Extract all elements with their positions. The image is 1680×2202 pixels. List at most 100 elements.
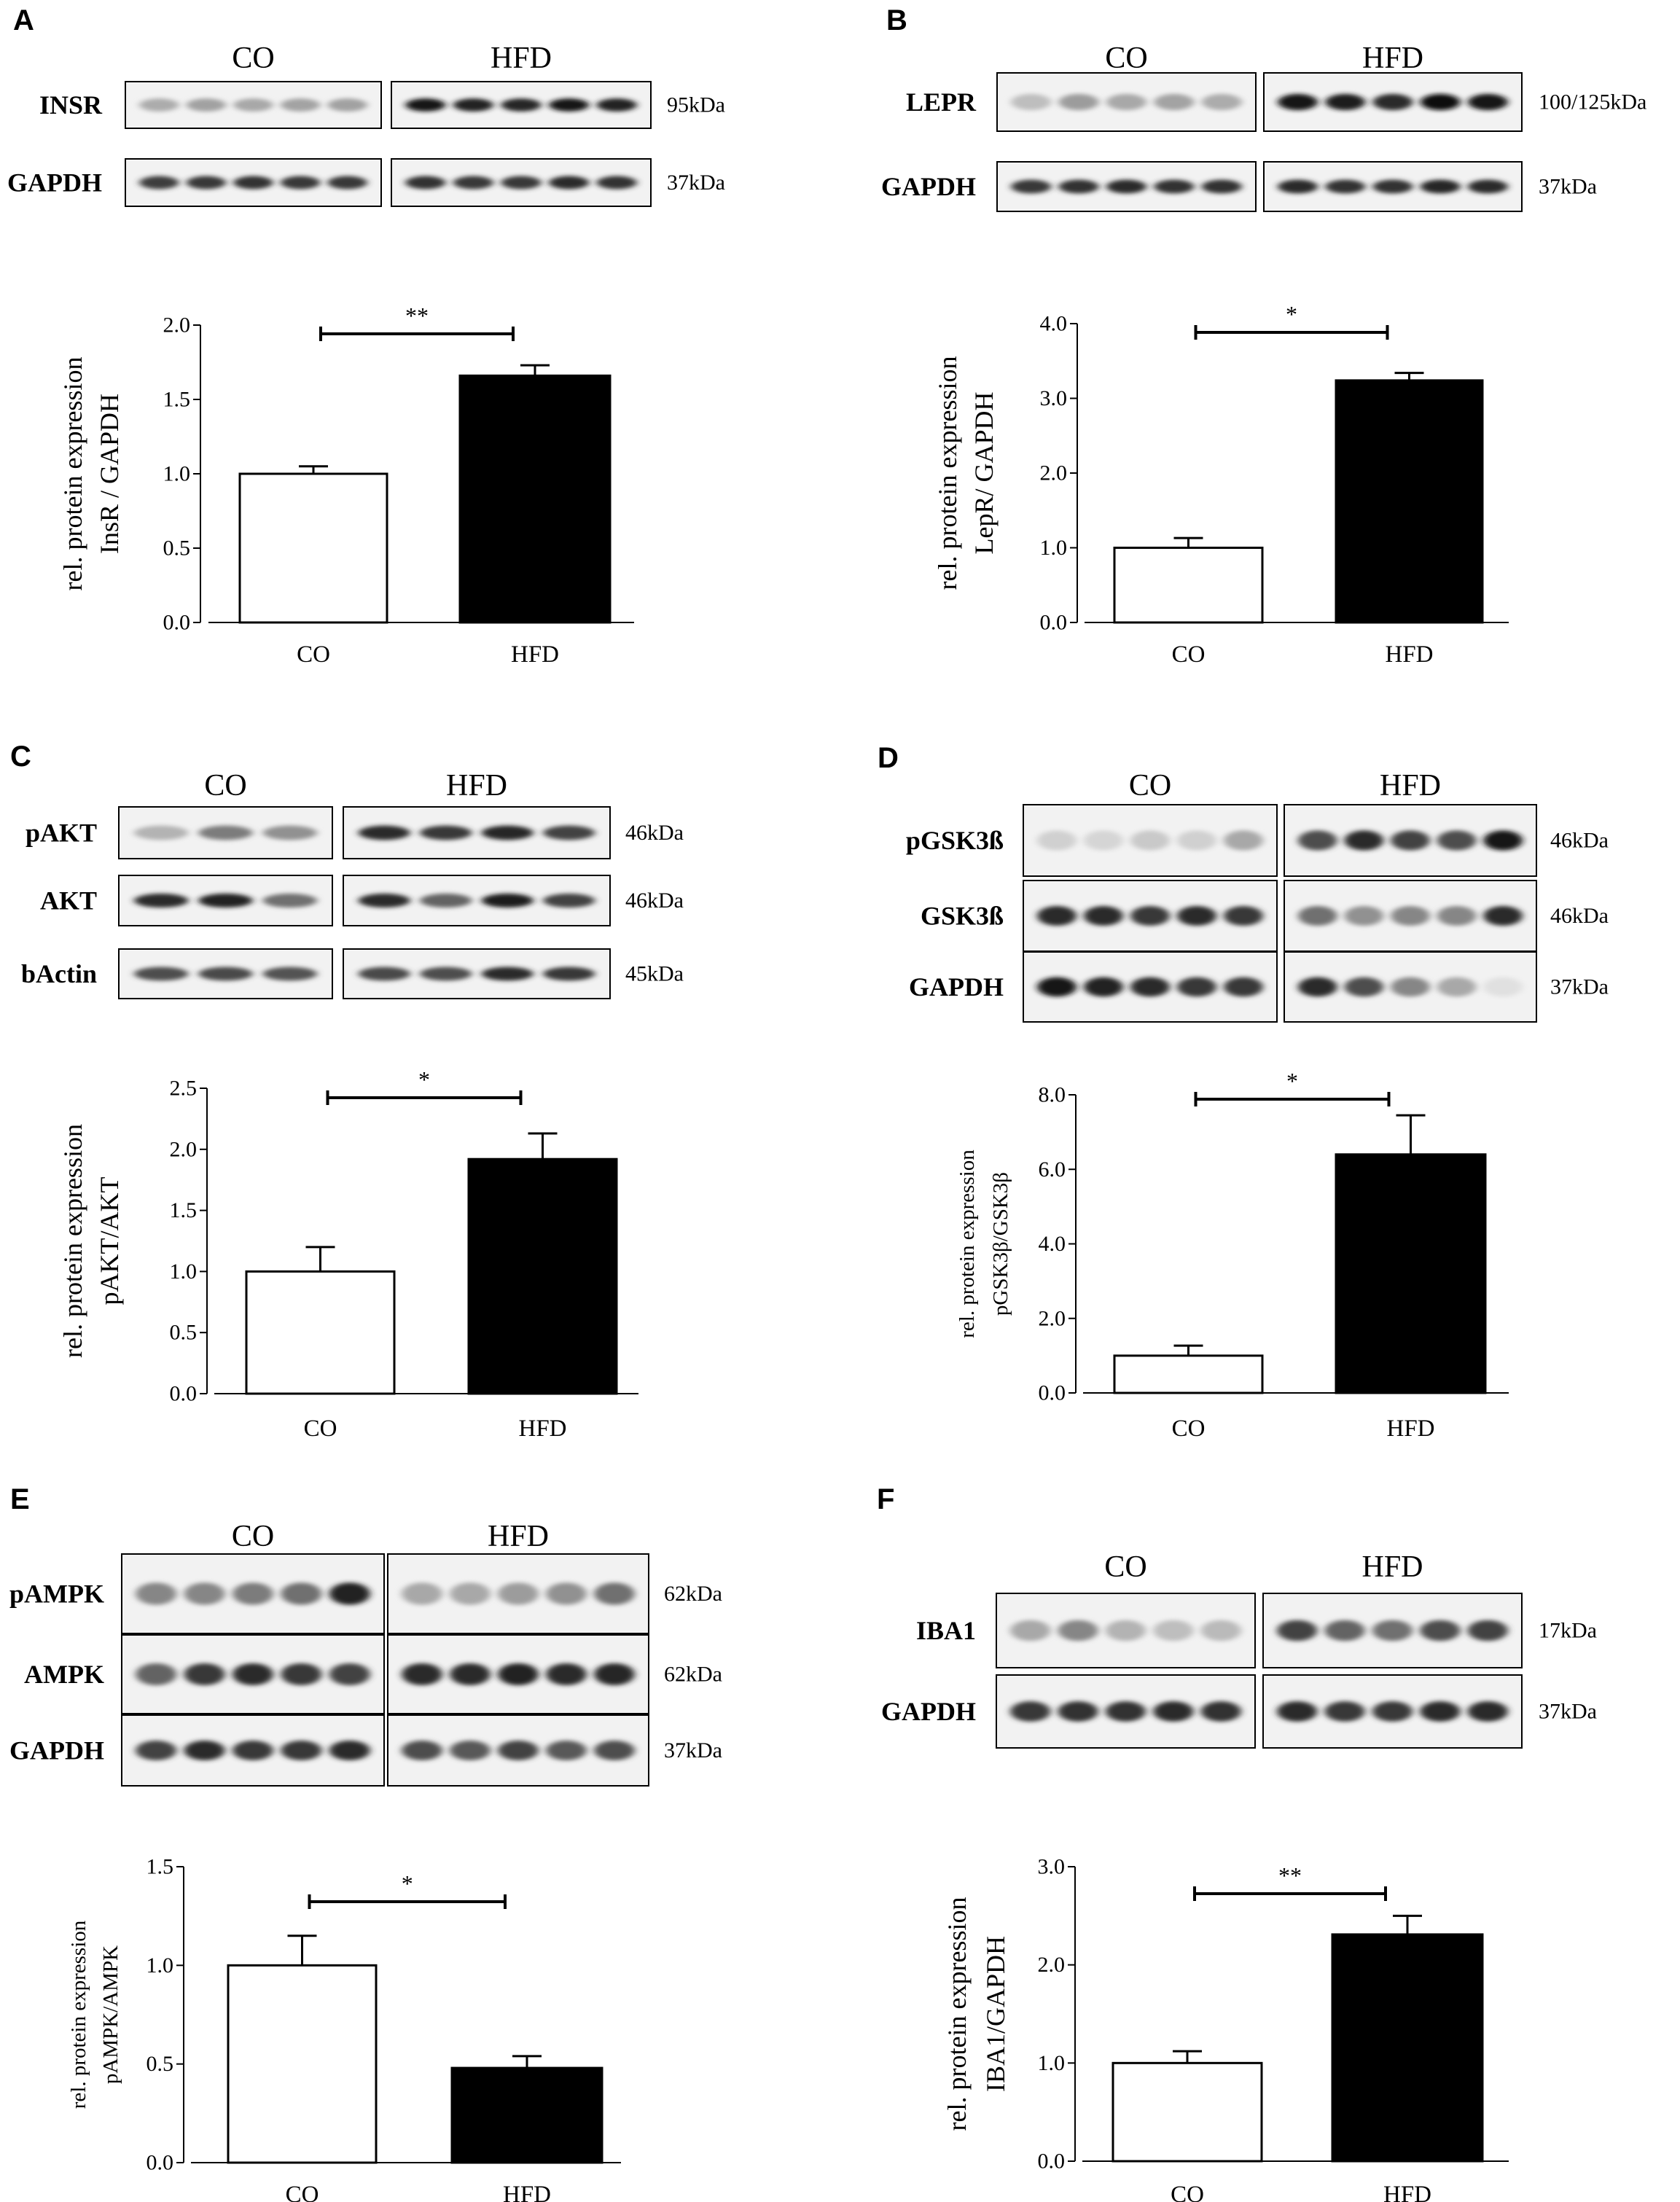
blot-group-label: CO	[1129, 769, 1171, 803]
western-blot: CO HFD pGSK3ß 46kDa GSK3ß 46kDa GAPDH 37kDa	[906, 769, 1609, 1023]
y-axis-label: pAMPK/AMPK	[99, 1945, 122, 2084]
bar-chart: rel. protein expression pGSK3β/GSK3β 0.0 2.…	[956, 1068, 1509, 1442]
blot-band	[327, 176, 367, 190]
blot-band	[1130, 977, 1170, 997]
blot-band	[280, 98, 321, 112]
blot-band	[329, 1582, 370, 1605]
blot-band	[549, 176, 590, 190]
y-axis-label: rel. protein expression	[58, 1124, 87, 1358]
blot-band	[1391, 905, 1430, 926]
blot-row-label: GAPDH	[7, 168, 102, 198]
y-tick-label: 0.0	[1038, 2150, 1066, 2174]
y-tick-label: 8.0	[1039, 1083, 1066, 1107]
panel-letter: F	[877, 1483, 894, 1515]
blot-band	[1037, 830, 1077, 851]
y-tick-label: 3.0	[1038, 1855, 1066, 1879]
blot-band	[1058, 93, 1099, 111]
blot-row: pGSK3ß 46kDa	[906, 804, 1609, 877]
blot-band	[1037, 905, 1077, 926]
blot-band	[1483, 830, 1523, 851]
blot-band	[498, 1740, 539, 1761]
blot-band	[1153, 1701, 1194, 1722]
blot-band	[1130, 905, 1170, 926]
blot-band	[1084, 830, 1123, 851]
blot-band	[546, 1582, 587, 1605]
blot-group-label: HFD	[491, 42, 552, 75]
y-tick-label: 0.0	[170, 1382, 198, 1406]
significance-marker: *	[1286, 301, 1297, 327]
blot-group-label: HFD	[488, 1520, 549, 1553]
blot-group-label: CO	[1104, 1550, 1146, 1584]
panel-b: B CO HFD LEPR 100/125kDa GAPDH 37kDa rel. prote…	[881, 4, 1646, 668]
blot-band	[198, 967, 253, 981]
blot-band	[1420, 93, 1461, 111]
blot-kda-label: 17kDa	[1539, 1619, 1597, 1643]
blot-band	[402, 1582, 442, 1605]
significance-marker: *	[402, 1870, 413, 1897]
blot-band	[198, 825, 253, 840]
bar-chart: rel. protein expression IBA1/GAPDH 0.0 1.0 2…	[942, 1855, 1509, 2202]
blot-band	[481, 893, 534, 908]
blot-band	[134, 825, 189, 840]
blot-band	[501, 98, 542, 112]
panel-a: A CO HFD INSR 95kDa GAPDH 37kDa rel. protein ex…	[7, 4, 725, 668]
western-blot: CO HFD IBA1 17kDa GAPDH 37kDa	[881, 1550, 1597, 1749]
bar-hfd	[450, 2066, 603, 2164]
blot-band	[186, 98, 227, 112]
y-axis-label: IBA1/GAPDH	[981, 1936, 1010, 2092]
blot-band	[1467, 1620, 1508, 1641]
blot-band	[1106, 1620, 1146, 1641]
x-category-label: CO	[1171, 2182, 1204, 2202]
blot-band	[1372, 1620, 1413, 1641]
blot-band	[233, 98, 273, 112]
blot-band	[1437, 977, 1477, 997]
blot-band	[1344, 905, 1384, 926]
blot-band	[549, 98, 590, 112]
western-blot: CO HFD LEPR 100/125kDa GAPDH 37kDa	[881, 42, 1646, 212]
blot-band	[543, 967, 595, 981]
y-tick-label: 1.5	[146, 1855, 174, 1879]
blot-row-label: LEPR	[906, 87, 977, 117]
blot-row: IBA1 17kDa	[916, 1593, 1597, 1668]
blot-band	[1106, 93, 1146, 111]
blot-band	[1467, 1701, 1508, 1722]
blot-band	[1372, 179, 1413, 194]
blot-row: GAPDH 37kDa	[881, 161, 1597, 212]
y-tick-label: 1.5	[170, 1198, 198, 1222]
bar-hfd	[458, 374, 612, 624]
y-tick-label: 2.0	[163, 313, 191, 337]
blot-band	[420, 825, 472, 840]
blot-band	[1468, 93, 1508, 111]
blot-band	[498, 1582, 539, 1605]
x-category-label: HFD	[518, 1416, 566, 1442]
blot-kda-label: 46kDa	[625, 821, 684, 845]
blot-band	[1298, 830, 1337, 851]
panel-letter: B	[886, 4, 907, 36]
bar-chart: rel. protein expression InsR / GAPDH 0.0 0.…	[58, 302, 634, 668]
blot-band	[1010, 1701, 1051, 1722]
y-axis-label: rel. protein expression	[933, 356, 962, 590]
blot-band	[481, 967, 534, 981]
blot-row: bActin 45kDa	[21, 948, 684, 999]
blot-row-label: GAPDH	[909, 972, 1004, 1002]
blot-row-label: AMPK	[24, 1660, 104, 1689]
blot-group-label: CO	[232, 42, 274, 75]
bar-co	[227, 1964, 378, 2164]
y-tick-label: 2.0	[1040, 461, 1068, 485]
blot-band	[1420, 1701, 1461, 1722]
y-tick-label: 2.0	[1039, 1306, 1066, 1330]
blot-band	[543, 825, 595, 840]
blot-band	[1483, 905, 1523, 926]
significance-marker: *	[1286, 1068, 1298, 1094]
blot-kda-label: 46kDa	[1550, 904, 1609, 928]
blot-band	[281, 1663, 322, 1686]
y-tick-label: 1.0	[1040, 536, 1068, 560]
blot-band	[501, 176, 542, 190]
blot-band	[402, 1663, 442, 1686]
blot-band	[136, 1582, 177, 1605]
blot-band	[1177, 977, 1216, 997]
blot-band	[1391, 830, 1430, 851]
blot-band	[1200, 1701, 1241, 1722]
blot-band	[1344, 977, 1384, 997]
blot-band	[596, 176, 637, 190]
